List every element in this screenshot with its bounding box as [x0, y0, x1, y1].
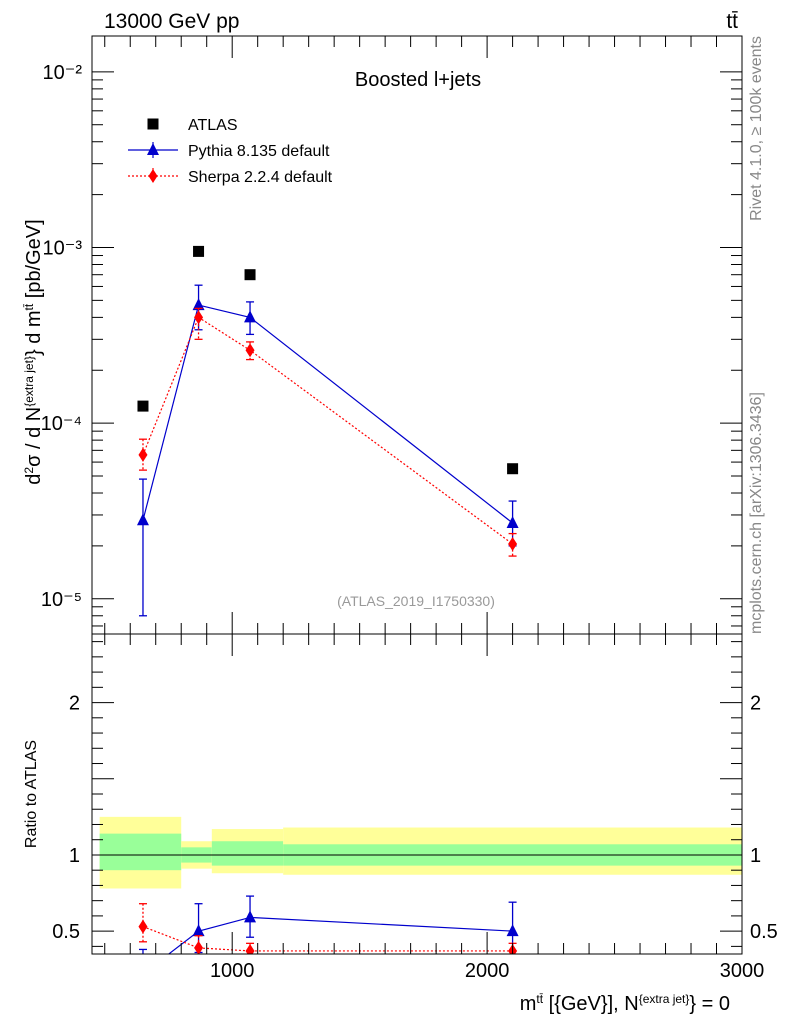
y-tick-label-right: 0.5	[750, 921, 778, 943]
energy-label: 13000 GeV pp	[104, 10, 239, 33]
y-tick-label-right: 1	[750, 845, 761, 867]
y-tick-label: 10⁻²	[43, 62, 83, 84]
series-line	[142, 926, 513, 952]
legend-label: ATLAS	[188, 117, 238, 134]
y-tick-label: 10⁻⁵	[41, 589, 82, 611]
data-point	[193, 245, 205, 257]
legend: ATLAS Pythia 8.135 default Sherpa 2.2.4 de…	[128, 117, 333, 186]
legend-marker	[147, 118, 159, 130]
main-series-lines	[142, 304, 513, 545]
data-point	[192, 298, 205, 311]
series-line	[142, 304, 513, 524]
y-tick-label: 2	[69, 693, 80, 715]
data-point	[138, 447, 148, 462]
band-green	[211, 841, 284, 866]
y-tick-label: 10⁻⁴	[41, 413, 82, 435]
legend-label: Pythia 8.135 default	[188, 143, 330, 160]
x-tick-label: 1000	[210, 960, 255, 982]
y-tick-label: 1	[69, 845, 80, 867]
data-point	[194, 940, 204, 954]
ratio-frame	[91, 633, 743, 955]
ratio-y-axis: 2 2 1 1 0.5 0.5	[52, 641, 778, 947]
data-point	[137, 400, 149, 412]
band-green	[99, 833, 182, 871]
legend-label: Sherpa 2.2.4 default	[188, 169, 333, 186]
main-series-marks	[136, 245, 519, 617]
ratio-series-lines	[142, 916, 513, 954]
data-point	[194, 310, 204, 325]
ratio-y-axis-label: Ratio to ATLAS	[23, 740, 40, 848]
main-x-axis	[104, 36, 743, 634]
main-panel: Boosted l+jets (ATLAS_2019_I1750330) 10⁻…	[22, 35, 743, 635]
mcplots-label: mcplots.cern.ch [arXiv:1306.3436]	[748, 392, 765, 634]
y-tick-label: 0.5	[52, 921, 80, 943]
ratio-panel: 2 2 1 1 0.5 0.5 1000 2000 3000 Ratio to ATLAS m…	[23, 633, 778, 1015]
data-point	[245, 343, 255, 358]
process-label: tt̄	[726, 10, 738, 33]
main-y-axis: 10⁻² 10⁻³ 10⁻⁴ 10⁻⁵	[41, 62, 742, 627]
data-point	[138, 919, 148, 934]
data-point	[508, 537, 518, 552]
ratio-bands	[99, 816, 742, 889]
rivet-label: Rivet 4.1.0, ≥ 100k events	[748, 36, 765, 221]
series-line	[167, 916, 513, 954]
data-point	[136, 513, 149, 526]
data-point	[245, 943, 255, 954]
ratio-x-axis: 1000 2000 3000	[104, 634, 765, 982]
analysis-label: (ATLAS_2019_I1750330)	[337, 593, 495, 609]
series-line	[142, 316, 513, 545]
data-point	[506, 924, 519, 937]
y-tick-label-right: 2	[750, 693, 761, 715]
ratio-series-marks	[137, 895, 519, 979]
main-y-axis-label: d2σ / d N{extra jet}} d mtt̄ [pb/GeV]	[22, 219, 45, 484]
x-axis-label: mtt̄ [{GeV}], N{extra jet}} = 0	[520, 992, 730, 1015]
chart-title: Boosted l+jets	[355, 69, 481, 91]
x-tick-label: 2000	[465, 960, 510, 982]
y-tick-label: 10⁻³	[43, 237, 83, 259]
data-point	[137, 967, 149, 979]
legend-marker	[147, 143, 159, 155]
data-point	[244, 269, 256, 281]
data-point	[244, 310, 257, 323]
legend-marker	[148, 169, 158, 183]
data-point	[507, 463, 519, 475]
data-point	[192, 924, 205, 937]
x-tick-label: 3000	[720, 960, 765, 982]
data-point	[244, 910, 257, 923]
data-point	[506, 515, 519, 528]
